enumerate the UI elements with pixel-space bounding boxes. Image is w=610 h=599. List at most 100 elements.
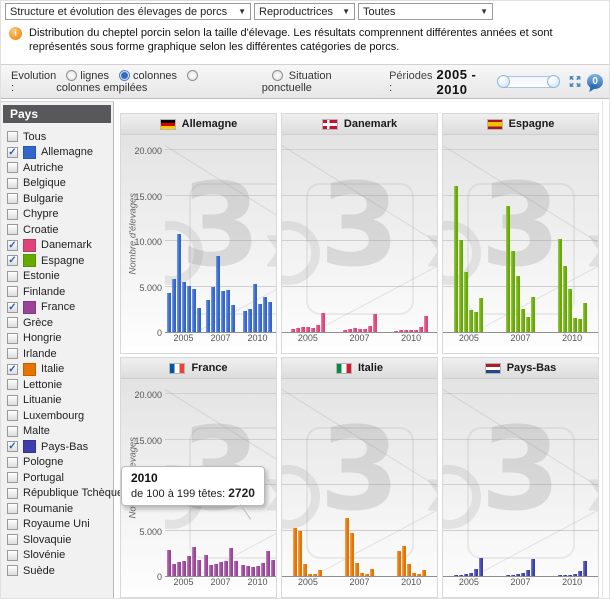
bar-pays-bas-2005[interactable] [479, 558, 484, 577]
bar-espagne-2010[interactable] [562, 266, 567, 333]
checkbox-r-publique-tch-que[interactable] [7, 487, 18, 499]
bar-allemagne-2005[interactable] [171, 279, 176, 333]
sidebar-item-danemark[interactable]: ✓ Danemark [1, 238, 113, 254]
bar-danemark-2005[interactable] [290, 329, 295, 333]
bar-france-2005[interactable] [196, 560, 201, 577]
bar-danemark-2010[interactable] [394, 331, 399, 333]
sidebar-item-lituanie[interactable]: Lituanie [1, 393, 113, 409]
checkbox-lettonie[interactable] [7, 379, 18, 391]
bar-espagne-2007[interactable] [521, 309, 525, 333]
sidebar-item-belgique[interactable]: Belgique [1, 176, 113, 192]
bar-pays-bas-2005[interactable] [454, 575, 459, 577]
bar-allemagne-2010[interactable] [248, 309, 252, 333]
bar-france-2007[interactable] [223, 561, 228, 577]
bar-pays-bas-2010[interactable] [567, 575, 572, 577]
sidebar-item-italie[interactable]: ✓ Italie [1, 362, 113, 378]
bar-espagne-2010[interactable] [557, 239, 562, 333]
checkbox-gr-ce[interactable] [7, 317, 18, 329]
bar-danemark-2007[interactable] [367, 326, 372, 333]
bar-france-2005[interactable] [186, 556, 191, 577]
bar-danemark-2005[interactable] [300, 327, 305, 333]
bar-france-2007[interactable] [208, 565, 213, 577]
bar-pays-bas-2005[interactable] [464, 574, 469, 577]
bar-danemark-2007[interactable] [372, 314, 377, 333]
bar-allemagne-2010[interactable] [253, 284, 257, 333]
bar-allemagne-2007[interactable] [231, 305, 235, 333]
bar-allemagne-2007[interactable] [211, 287, 215, 333]
bar-allemagne-2005[interactable] [196, 308, 201, 333]
checkbox-pays-bas[interactable]: ✓ [7, 441, 18, 453]
situation-radio[interactable] [271, 69, 283, 81]
comments-bubble[interactable]: 0 [587, 74, 603, 89]
evolution-radio-colonnes[interactable] [119, 69, 131, 81]
bar-italie-2007[interactable] [370, 569, 374, 577]
period-range-slider[interactable] [496, 74, 561, 88]
bar-france-2010[interactable] [240, 565, 245, 577]
subcategory-select[interactable]: Toutes ▼ [358, 3, 493, 20]
bar-espagne-2005[interactable] [454, 186, 459, 333]
checkbox-allemagne[interactable]: ✓ [7, 146, 18, 158]
evolution-radio-lignes[interactable] [66, 69, 78, 81]
checkbox-france[interactable]: ✓ [7, 301, 18, 313]
bar-france-2010[interactable] [270, 560, 275, 577]
sidebar-item-portugal[interactable]: Portugal [1, 470, 113, 486]
bar-allemagne-2005[interactable] [176, 234, 181, 333]
bar-italie-2005[interactable] [313, 574, 318, 577]
checkbox-estonie[interactable] [7, 270, 18, 282]
period-slider-handle-right[interactable] [547, 74, 561, 88]
bar-italie-2007[interactable] [365, 574, 369, 577]
checkbox-pologne[interactable] [7, 456, 18, 468]
bar-allemagne-2007[interactable] [226, 290, 230, 333]
bar-allemagne-2010[interactable] [263, 297, 267, 333]
bar-danemark-2010[interactable] [419, 327, 424, 333]
sidebar-item-finlande[interactable]: Finlande [1, 284, 113, 300]
sidebar-item-slovaquie[interactable]: Slovaquie [1, 532, 113, 548]
bar-pays-bas-2007[interactable] [516, 574, 520, 577]
bar-allemagne-2007[interactable] [221, 291, 225, 333]
bar-france-2005[interactable] [191, 547, 196, 577]
bar-danemark-2005[interactable] [305, 327, 310, 333]
bar-italie-2010[interactable] [416, 574, 421, 577]
period-slider-handle-left[interactable] [496, 74, 510, 88]
bar-pays-bas-2007[interactable] [506, 575, 510, 577]
bar-allemagne-2005[interactable] [186, 286, 191, 333]
sidebar-item-lettonie[interactable]: Lettonie [1, 377, 113, 393]
sidebar-item-chypre[interactable]: Chypre [1, 207, 113, 223]
bar-pays-bas-2007[interactable] [526, 570, 530, 577]
bar-allemagne-2005[interactable] [191, 289, 196, 333]
checkbox-malte[interactable] [7, 425, 18, 437]
sidebar-item-malte[interactable]: Malte [1, 424, 113, 440]
dataset-select[interactable]: Structure et évolution des élevages de p… [5, 3, 251, 20]
bar-danemark-2005[interactable] [295, 328, 300, 333]
checkbox-croatie[interactable] [7, 224, 18, 236]
bar-espagne-2005[interactable] [479, 298, 484, 333]
bar-allemagne-2010[interactable] [243, 311, 247, 333]
sidebar-item-bulgarie[interactable]: Bulgarie [1, 191, 113, 207]
sidebar-item-irlande[interactable]: Irlande [1, 346, 113, 362]
bar-danemark-2005[interactable] [320, 313, 325, 333]
checkbox-bulgarie[interactable] [7, 193, 18, 205]
bar-espagne-2005[interactable] [469, 310, 474, 333]
checkbox-irlande[interactable] [7, 348, 18, 360]
bar-pays-bas-2010[interactable] [557, 575, 562, 577]
bar-espagne-2005[interactable] [474, 312, 479, 333]
bar-danemark-2005[interactable] [310, 328, 315, 333]
bar-danemark-2007[interactable] [342, 330, 347, 333]
sidebar-item-croatie[interactable]: Croatie [1, 222, 113, 238]
bar-italie-2005[interactable] [308, 574, 313, 577]
bar-pays-bas-2005[interactable] [469, 573, 474, 577]
bar-danemark-2007[interactable] [362, 329, 367, 333]
bar-italie-2005[interactable] [318, 570, 323, 577]
bar-france-2007[interactable] [218, 562, 223, 577]
bar-allemagne-2010[interactable] [268, 302, 272, 333]
checkbox-su-de[interactable] [7, 565, 18, 577]
checkbox-slov-nie[interactable] [7, 549, 18, 561]
sidebar-item-pologne[interactable]: Pologne [1, 455, 113, 471]
bar-france-2005[interactable] [166, 550, 171, 577]
bar-danemark-2010[interactable] [424, 316, 429, 333]
sidebar-item-france[interactable]: ✓ France [1, 300, 113, 316]
bar-danemark-2007[interactable] [352, 328, 357, 333]
checkbox-lituanie[interactable] [7, 394, 18, 406]
bar-danemark-2010[interactable] [409, 330, 414, 333]
bar-italie-2005[interactable] [298, 531, 303, 577]
